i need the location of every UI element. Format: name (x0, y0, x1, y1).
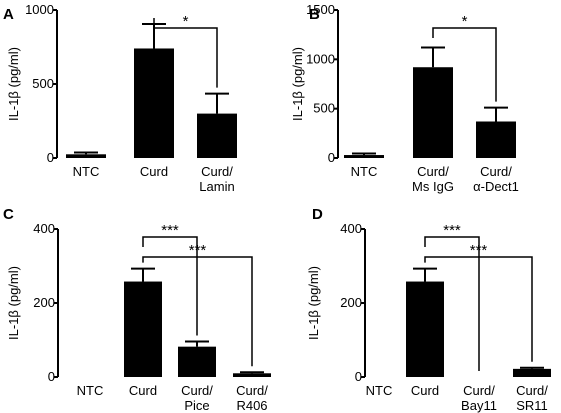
y-tick-label: 0 (48, 369, 55, 384)
x-tick-label: Curd (129, 383, 157, 398)
significance-bracket (424, 236, 480, 371)
bar (513, 368, 551, 377)
bar (344, 155, 384, 158)
x-tick-label: NTC (366, 383, 393, 398)
x-tick-label: Curd/ (181, 383, 213, 398)
x-tick-label: SR11 (516, 398, 548, 413)
panel-letter: B (309, 6, 320, 23)
significance-bracket (432, 27, 497, 102)
y-tick-label: 400 (33, 221, 55, 236)
x-tick-label: NTC (351, 164, 378, 179)
significance-label: * (462, 13, 468, 30)
y-axis-label: IL-1β (pg/ml) (6, 266, 21, 340)
significance-label: *** (443, 222, 461, 239)
y-axis-label: IL-1β (pg/ml) (290, 47, 305, 121)
x-tick-label: Curd/ (201, 164, 233, 179)
panel-a: A IL-1β (pg/ml) 0 500 1000 NTC Curd Curd/Lamin * (3, 2, 237, 194)
x-tick-label: Ms IgG (412, 179, 454, 194)
y-tick-label: 200 (33, 295, 55, 310)
y-tick-label: 500 (32, 76, 54, 91)
x-tick-label: R406 (236, 398, 267, 413)
x-tick-label: Curd/ (463, 383, 495, 398)
y-tick-label: 0 (355, 369, 362, 384)
bar (178, 346, 216, 377)
y-tick-label: 1500 (306, 2, 335, 17)
panel-letter: D (312, 206, 323, 223)
y-tick-label: 0 (47, 150, 54, 165)
x-tick-label: Bay11 (461, 398, 497, 413)
significance-bracket (424, 256, 533, 362)
x-tick-label: Pice (184, 398, 209, 413)
x-tick-label: Curd/ (417, 164, 449, 179)
x-tick-label: Curd (411, 383, 439, 398)
x-tick-label: Curd (140, 164, 168, 179)
panel-letter: C (3, 206, 14, 223)
y-tick-label: 500 (313, 101, 335, 116)
significance-label: * (183, 13, 189, 30)
y-axis-label: IL-1β (pg/ml) (306, 266, 321, 340)
y-tick-label: 1000 (306, 51, 335, 66)
bar (406, 281, 444, 377)
bar (476, 121, 516, 158)
significance-bracket (142, 256, 253, 367)
y-tick-label: 400 (340, 221, 362, 236)
x-tick-label: Curd/ (480, 164, 512, 179)
bar (66, 154, 106, 158)
y-tick-label: 1000 (25, 2, 54, 17)
x-tick-label: Curd/ (236, 383, 268, 398)
significance-label: *** (189, 242, 207, 259)
panel-b: B IL-1β (pg/ml) 0 500 1000 1500 NTC Curd/Ms IgG… (290, 2, 519, 194)
bar (413, 67, 453, 158)
panel-letter: A (3, 6, 14, 23)
significance-bracket (153, 18, 218, 88)
x-tick-label: NTC (77, 383, 104, 398)
x-tick-label: Lamin (199, 179, 234, 194)
significance-label: *** (161, 222, 179, 239)
x-tick-label: α-Dect1 (473, 179, 519, 194)
bar (124, 281, 162, 377)
y-tick-label: 200 (340, 295, 362, 310)
x-tick-label: NTC (73, 164, 100, 179)
y-tick-label: 0 (328, 150, 335, 165)
bar (197, 113, 237, 158)
x-tick-label: Curd/ (516, 383, 548, 398)
significance-bracket (142, 236, 198, 336)
bar (134, 48, 174, 159)
y-axis-label: IL-1β (pg/ml) (6, 47, 21, 121)
significance-label: *** (470, 242, 488, 259)
bar (233, 373, 271, 377)
